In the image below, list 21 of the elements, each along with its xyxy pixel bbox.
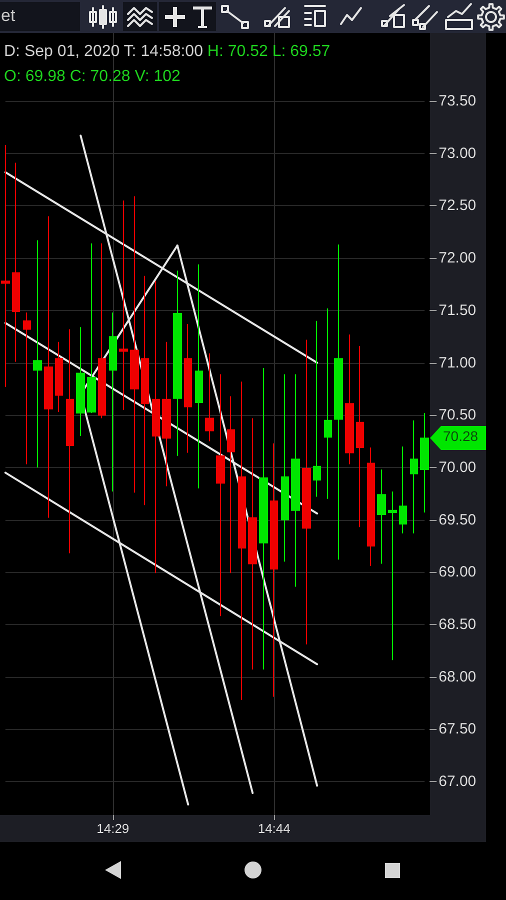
- y-tick-label: 72.00: [438, 250, 476, 267]
- y-tick-label: 67.00: [438, 773, 476, 790]
- x-tick-label: 14:44: [258, 821, 290, 836]
- y-tick-label: 70.50: [438, 406, 476, 424]
- annotation: O: 69.98 C: 70.28 V: 102: [4, 68, 180, 85]
- y-tick-label: 71.00: [438, 354, 476, 372]
- text: 70.28: [443, 428, 478, 446]
- text: et: [1, 6, 16, 26]
- y-tick-label: 73.50: [438, 92, 476, 110]
- y-tick-label: 72.50: [438, 197, 476, 214]
- y-tick-label: 73.00: [438, 144, 476, 162]
- y-tick-label: 69.00: [438, 564, 476, 581]
- annotation: D: Sep 01, 2020 T: 14:58:00: [4, 43, 203, 60]
- x-tick-label: 14:29: [96, 821, 130, 836]
- y-tick-label: 69.50: [438, 511, 476, 528]
- y-tick-label: 68.50: [438, 616, 476, 633]
- y-tick-label: 67.50: [438, 720, 476, 738]
- annotation: H: 70.52 L: 69.57: [207, 43, 330, 60]
- y-tick-label: 70.00: [438, 458, 476, 476]
- y-tick-label: 68.00: [438, 668, 476, 686]
- y-tick-label: 71.50: [438, 302, 476, 319]
